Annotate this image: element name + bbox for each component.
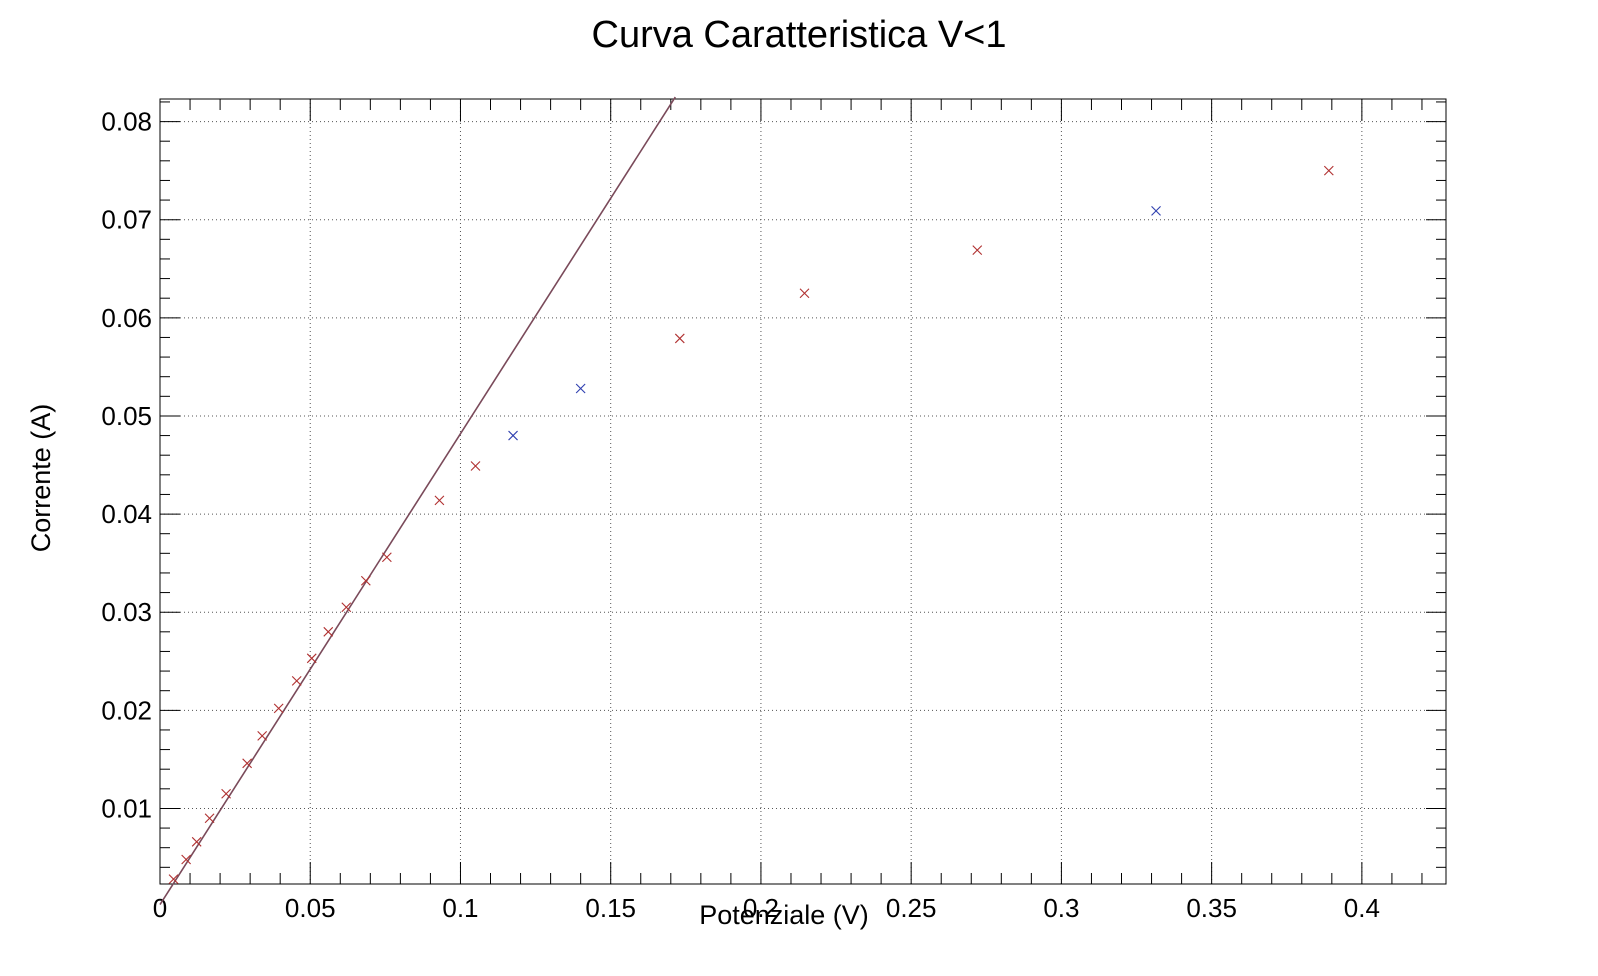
y-tick-label: 0.03 (101, 597, 152, 627)
data-point (168, 874, 179, 884)
data-point (470, 461, 481, 471)
x-tick-label: 0.4 (1344, 893, 1380, 923)
data-point (799, 288, 810, 299)
data-point-stroke (273, 703, 284, 714)
data-point-stroke (1151, 205, 1161, 216)
data-point (1151, 205, 1161, 216)
data-point-stroke (168, 874, 179, 884)
data-point (674, 333, 685, 344)
data-point (575, 383, 586, 394)
x-axis: 0 0.05 0.1 0.15 0.2 0.25 0.3 0.35 0.4 (153, 99, 1423, 923)
x-tick-label: 0.35 (1186, 893, 1237, 923)
data-point (221, 788, 231, 799)
data-point-stroke (306, 653, 317, 664)
data-point-stroke (972, 245, 983, 256)
y-tick-label: 0.02 (101, 695, 152, 725)
x-tick-label: 0.1 (442, 893, 478, 923)
data-point-stroke (181, 854, 192, 865)
data-point (291, 675, 302, 686)
plot-frame (159, 98, 1447, 885)
data-point (257, 730, 268, 741)
x-axis-label: Potenziale (V) (699, 900, 869, 930)
data-point-stroke (360, 575, 371, 586)
data-point-stroke (434, 495, 445, 506)
data-point-stroke (257, 730, 268, 741)
data-point-stroke (508, 430, 518, 441)
y-tick-label: 0.04 (101, 499, 152, 529)
y-tick-label: 0.08 (101, 107, 152, 137)
fit-line-group (159, 96, 676, 906)
data-point-stroke (204, 813, 215, 824)
data-point (434, 495, 445, 506)
data-point-stroke (221, 788, 231, 799)
y-tick-label: 0.07 (101, 205, 152, 235)
data-point (341, 602, 352, 613)
y-tick-label: 0.05 (101, 401, 152, 431)
data-point-stroke (1323, 165, 1334, 176)
data-point (273, 703, 284, 714)
data-point (360, 575, 371, 586)
x-tick-label: 0.25 (886, 893, 937, 923)
data-point-stroke (575, 383, 586, 394)
y-tick-label: 0.06 (101, 303, 152, 333)
data-point-stroke (323, 626, 334, 637)
grid (160, 99, 1446, 884)
data-point (381, 552, 392, 563)
data-point (204, 813, 215, 824)
data-point-stroke (291, 675, 302, 686)
data-point-stroke (470, 461, 481, 471)
x-tick-label: 0.05 (285, 893, 336, 923)
y-axis: 0.01 0.02 0.03 0.04 0.05 0.06 0.07 0.08 (101, 101, 1446, 868)
data-point-stroke (799, 288, 810, 299)
data-point-stroke (381, 552, 392, 563)
x-tick-label: 0 (153, 893, 167, 923)
data-point (191, 836, 202, 847)
data-points (168, 165, 1334, 884)
x-tick-label: 0.3 (1043, 893, 1079, 923)
x-tick-label: 0.2 (743, 893, 779, 923)
data-point (242, 758, 253, 769)
data-point (306, 653, 317, 664)
fit-line (159, 96, 676, 906)
data-point (508, 430, 518, 441)
data-point (323, 626, 334, 637)
y-tick-label: 0.01 (101, 793, 152, 823)
data-point (1323, 165, 1334, 176)
x-tick-label: 0.15 (585, 893, 636, 923)
data-point (181, 854, 192, 865)
data-point-stroke (191, 836, 202, 847)
y-axis-label: Corrente (A) (26, 404, 56, 553)
data-point-stroke (242, 758, 253, 769)
data-point (972, 245, 983, 256)
data-point-stroke (341, 602, 352, 613)
data-point-stroke (674, 333, 685, 344)
chart-title: Curva Caratteristica V<1 (592, 14, 1007, 56)
